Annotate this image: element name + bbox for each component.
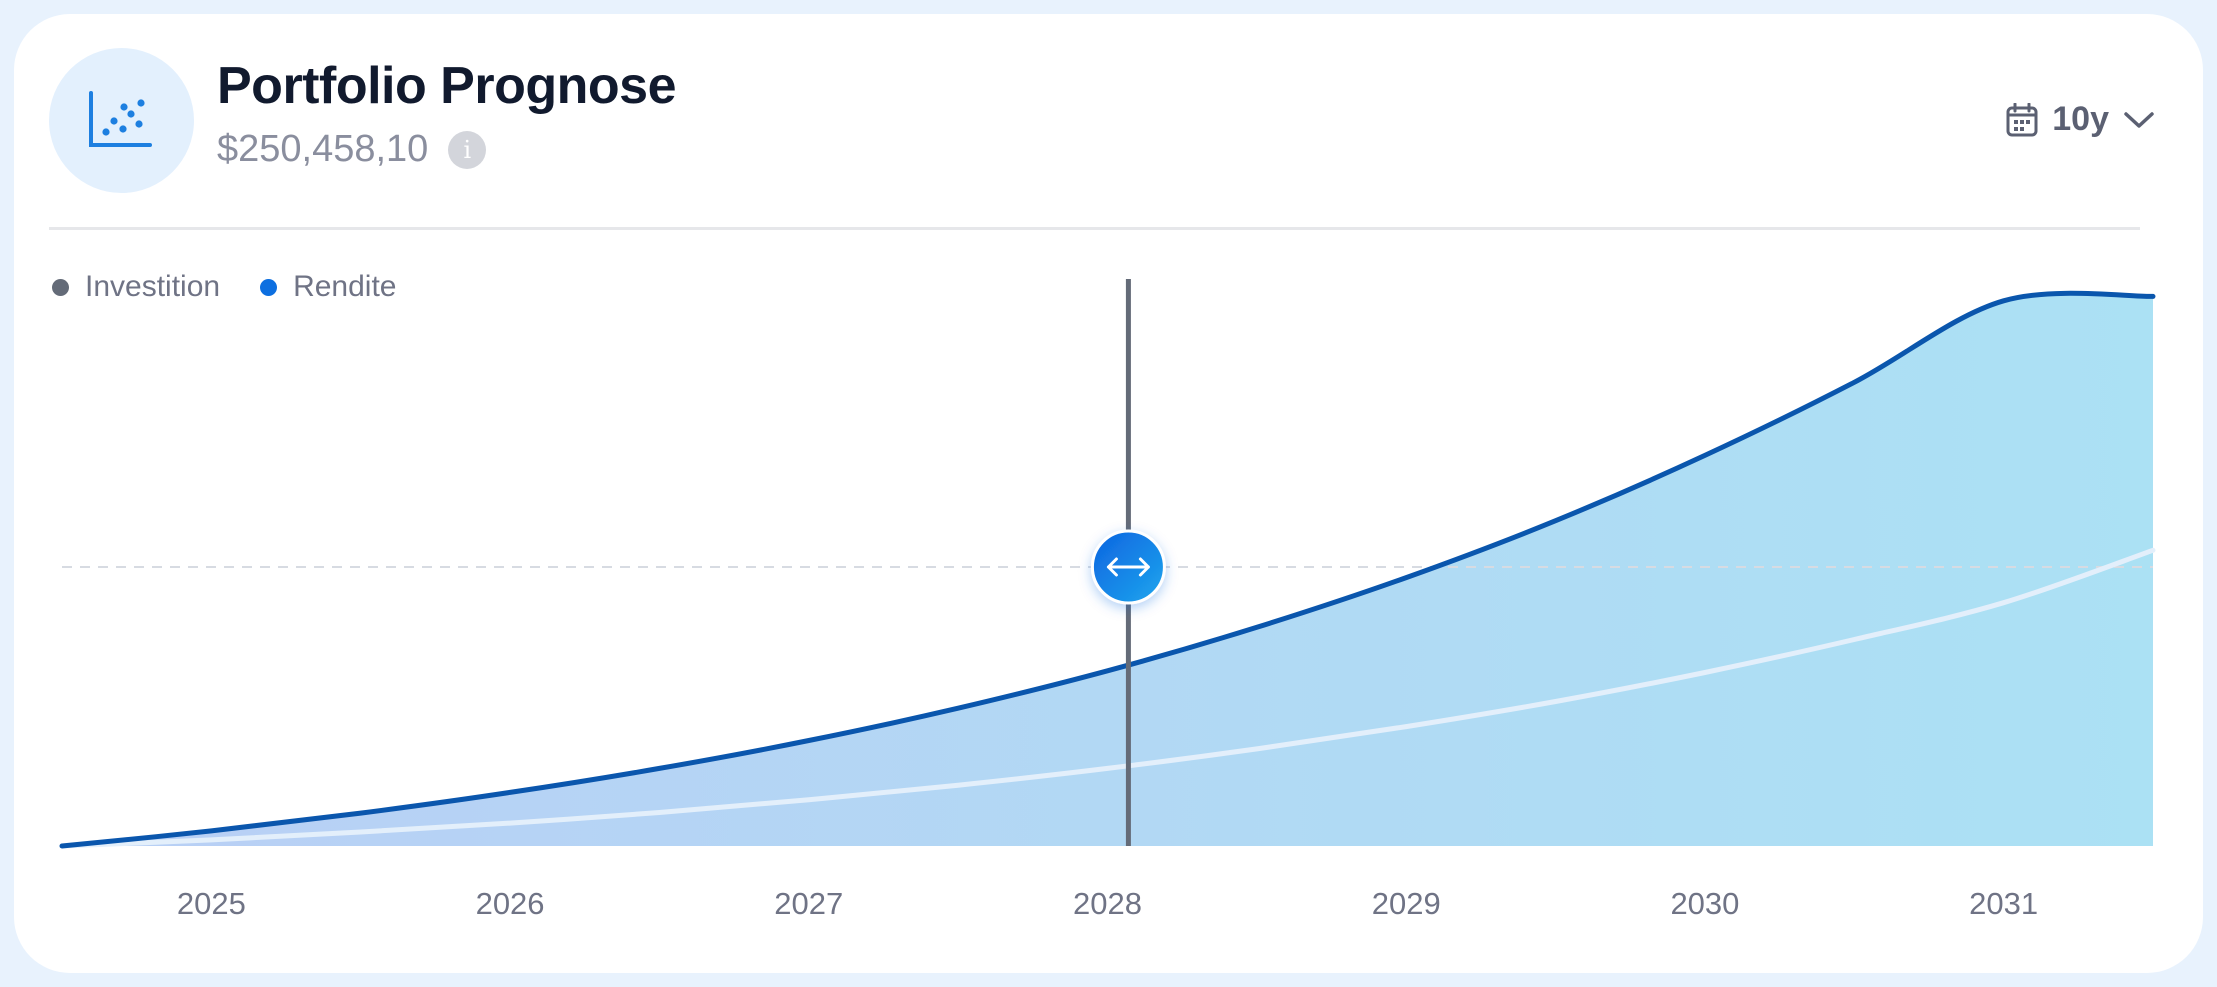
time-range-label: 10y [2052, 100, 2109, 138]
legend-item-rendite: Rendite [260, 270, 396, 304]
legend-label-investition: Investition [85, 270, 221, 303]
info-icon[interactable]: i [448, 130, 487, 169]
time-range-select[interactable]: 10y [2006, 100, 2155, 139]
x-tick-label: 2028 [1073, 886, 1142, 921]
chart-legend: Investition Rendite [52, 270, 396, 304]
chevron-down-icon [2124, 111, 2154, 128]
page-title: Portfolio Prognose [217, 57, 677, 115]
header-divider [49, 227, 2140, 230]
investition-line [59, 547, 2156, 849]
x-tick-label: 2025 [177, 886, 246, 921]
rendite-line [59, 290, 2156, 849]
legend-label-rendite: Rendite [293, 270, 397, 303]
marker-handle[interactable] [1090, 529, 1166, 605]
scatter-chart-icon [89, 91, 152, 147]
legend-dot-investition [52, 278, 69, 296]
plot-layer: 2025 2026 2027 2028 2029 2030 2031 [59, 279, 2156, 921]
calendar-icon [2006, 102, 2038, 136]
x-tick-label: 2027 [774, 886, 843, 921]
portfolio-value-row: $250,458,10 i [217, 128, 487, 171]
portfolio-value: $250,458,10 [217, 128, 429, 170]
legend-item-investition: Investition [52, 270, 220, 304]
chart-icon-badge [49, 48, 194, 193]
legend-dot-rendite [260, 278, 278, 296]
x-tick-label: 2029 [1372, 886, 1441, 921]
rendite-area [62, 293, 2153, 846]
x-tick-label: 2031 [1969, 886, 2038, 921]
x-tick-label: 2030 [1670, 886, 1739, 921]
x-tick-label: 2026 [476, 886, 545, 921]
double-arrow-icon [1106, 557, 1150, 577]
